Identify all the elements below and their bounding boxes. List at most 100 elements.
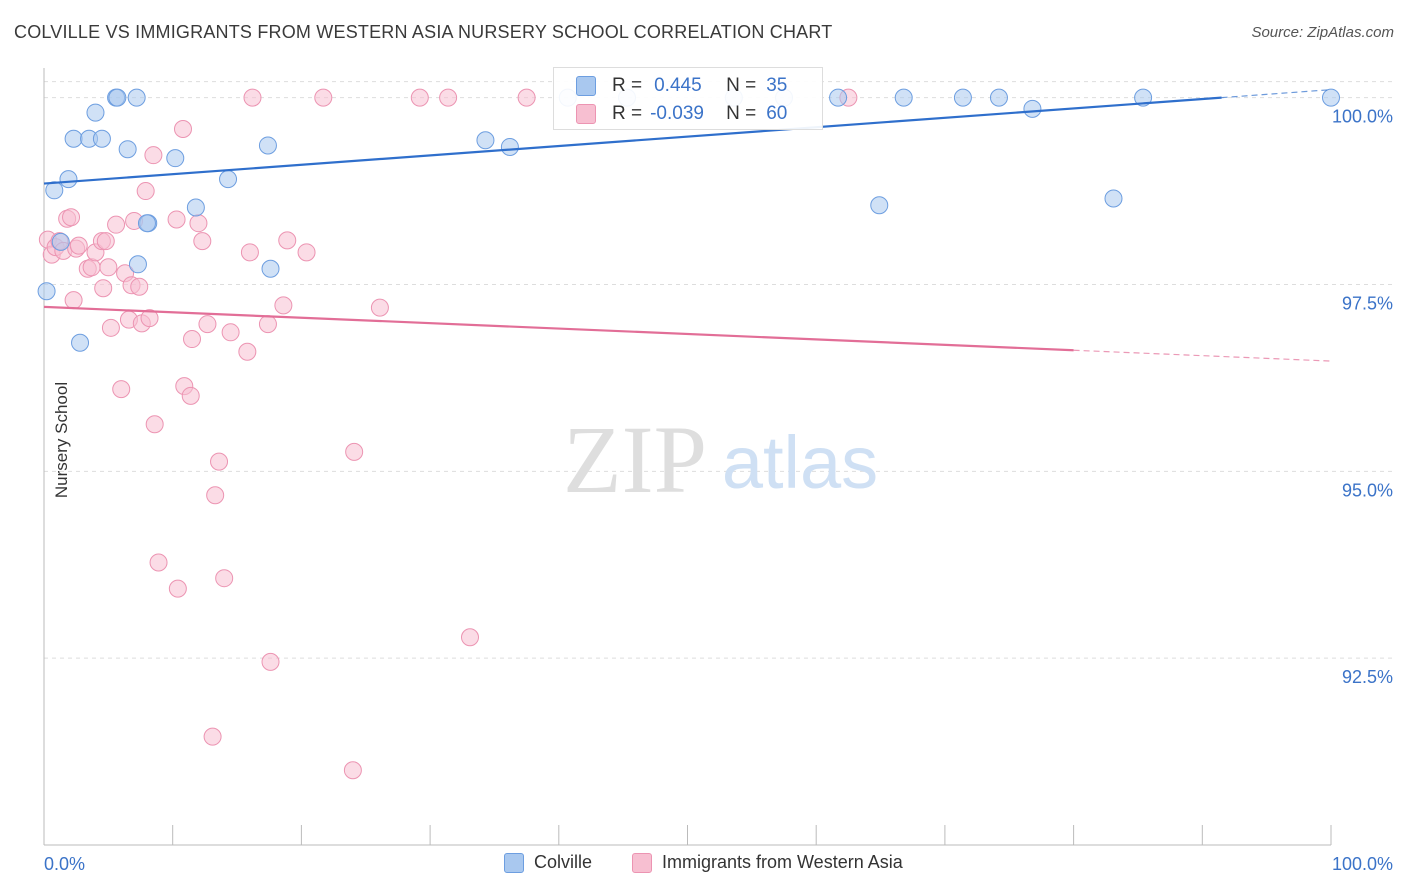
y-tick-label: 97.5% bbox=[1342, 293, 1393, 313]
legend-item-colville[interactable]: Colville bbox=[504, 852, 592, 873]
pink-point bbox=[145, 415, 164, 434]
stats-swatch-pink bbox=[576, 104, 596, 124]
watermark-zip: ZIP bbox=[563, 406, 707, 513]
pink-point bbox=[203, 727, 222, 746]
y-tick-label: 100.0% bbox=[1332, 107, 1393, 127]
pink-point bbox=[136, 182, 155, 201]
stats-r-value: -0.039 bbox=[650, 103, 704, 124]
blue-point bbox=[86, 103, 105, 122]
blue-point bbox=[476, 131, 495, 150]
pink-point bbox=[297, 243, 316, 262]
pink-point bbox=[181, 386, 200, 405]
pink-point bbox=[144, 146, 163, 165]
pink-point bbox=[261, 652, 280, 671]
pink-point bbox=[69, 236, 88, 255]
blue-point bbox=[261, 259, 280, 278]
pink-point bbox=[343, 761, 362, 780]
stats-r-label: R = bbox=[612, 103, 643, 124]
x-tick-label-start: 0.0% bbox=[44, 854, 85, 874]
pink-point bbox=[173, 120, 192, 139]
trend-lines bbox=[43, 89, 1332, 362]
pink-point bbox=[274, 296, 293, 315]
blue-point bbox=[166, 149, 185, 168]
legend-label-immigrants: Immigrants from Western Asia bbox=[662, 852, 903, 872]
pink-point bbox=[243, 88, 262, 107]
stats-r-label: R = bbox=[612, 75, 643, 96]
blue-point bbox=[137, 214, 156, 233]
pink-trend-line bbox=[43, 305, 1074, 352]
pink-point bbox=[167, 210, 186, 229]
blue-point bbox=[870, 196, 889, 215]
pink-point bbox=[168, 579, 187, 598]
pink-point bbox=[345, 442, 364, 461]
pink-point bbox=[221, 323, 240, 342]
chart-title: COLVILLE VS IMMIGRANTS FROM WESTERN ASIA… bbox=[14, 22, 833, 42]
legend-label-colville: Colville bbox=[534, 852, 593, 872]
blue-point bbox=[118, 140, 137, 159]
pink-point bbox=[189, 214, 208, 233]
pink-point bbox=[439, 88, 458, 107]
pink-point bbox=[258, 315, 277, 334]
blue-point bbox=[989, 88, 1008, 107]
pink-point bbox=[517, 88, 536, 107]
tick-labels: 100.0% 97.5% 95.0% 92.5% 0.0% 100.0% bbox=[44, 107, 1393, 874]
blue-point bbox=[186, 198, 205, 217]
pink-point bbox=[198, 315, 217, 334]
stats-r-value: 0.445 bbox=[654, 75, 702, 96]
blue-point bbox=[953, 88, 972, 107]
pink-point bbox=[112, 380, 131, 399]
blue-trend-line bbox=[43, 96, 1222, 185]
blue-point bbox=[51, 232, 70, 251]
pink-point bbox=[130, 277, 149, 296]
pink-point bbox=[99, 258, 118, 277]
pink-point bbox=[370, 298, 389, 317]
bottom-legend: Colville Immigrants from Western Asia bbox=[0, 852, 1406, 878]
stats-row-immigrants: R = -0.039 N = 60 bbox=[576, 101, 788, 127]
pink-point bbox=[210, 452, 229, 471]
blue-point bbox=[128, 255, 147, 274]
blue-point bbox=[829, 88, 848, 107]
pink-point bbox=[62, 208, 81, 227]
blue-point bbox=[59, 170, 78, 189]
pink-point bbox=[240, 243, 259, 262]
blue-point bbox=[1134, 88, 1153, 107]
pink-point bbox=[149, 553, 168, 572]
watermark: ZIP atlas bbox=[563, 406, 878, 513]
legend-item-immigrants[interactable]: Immigrants from Western Asia bbox=[632, 852, 903, 873]
blue-point bbox=[37, 282, 56, 301]
pink-point bbox=[215, 569, 234, 588]
blue-point bbox=[500, 137, 519, 156]
blue-point bbox=[258, 136, 277, 155]
blue-point bbox=[1023, 99, 1042, 118]
pink-point bbox=[193, 232, 212, 251]
y-tick-label: 95.0% bbox=[1342, 480, 1393, 500]
blue-point bbox=[64, 129, 83, 148]
pink-point bbox=[410, 88, 429, 107]
blue-trend-extension bbox=[1221, 89, 1332, 99]
pink-point bbox=[314, 88, 333, 107]
pink-point bbox=[107, 215, 126, 234]
pink-point bbox=[206, 486, 225, 505]
blue-point bbox=[108, 88, 127, 107]
pink-point bbox=[278, 231, 297, 250]
y-tick-label: 92.5% bbox=[1342, 667, 1393, 687]
blue-point bbox=[92, 129, 111, 148]
legend-swatch-blue bbox=[504, 852, 524, 873]
pink-point bbox=[183, 330, 202, 349]
stats-n-label: N = bbox=[726, 103, 757, 124]
blue-point bbox=[1104, 189, 1123, 208]
pink-point bbox=[82, 258, 101, 277]
pink-point bbox=[96, 232, 115, 251]
pink-point bbox=[64, 291, 83, 310]
legend-swatch-pink bbox=[632, 852, 652, 873]
pink-trend-extension bbox=[1073, 349, 1332, 362]
blue-point bbox=[219, 170, 238, 189]
blue-point bbox=[71, 333, 90, 352]
blue-point bbox=[127, 88, 146, 107]
stats-n-label: N = bbox=[726, 75, 757, 96]
pink-point bbox=[94, 279, 113, 298]
stats-swatch-blue bbox=[576, 76, 596, 96]
blue-point bbox=[1322, 88, 1340, 107]
stats-n-value: 60 bbox=[766, 103, 788, 124]
